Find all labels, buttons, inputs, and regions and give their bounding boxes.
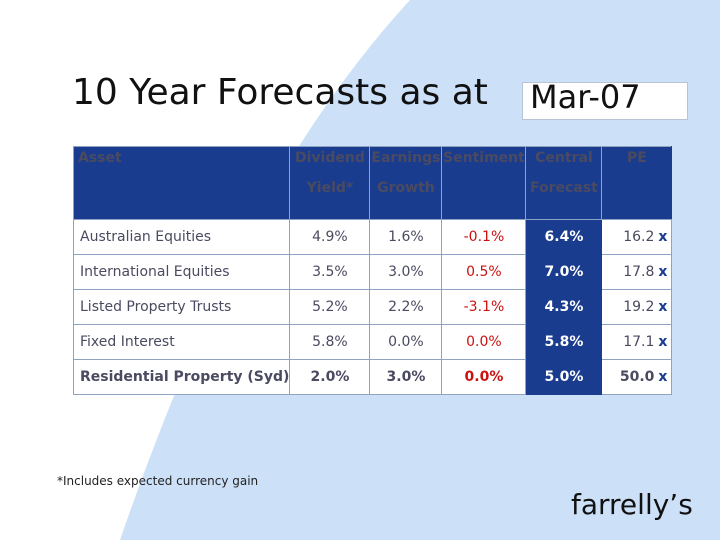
header-asset: Asset [72,146,291,220]
table-row: International Equities 3.5% 3.0% 0.5% 7.… [72,254,673,290]
sentiment-cell: 0.0% [441,359,527,395]
asset-cell: International Equities [72,254,291,290]
title-date: Mar-07 [530,78,641,116]
earnings-cell: 3.0% [369,359,443,395]
central-forecast-cell: 5.0% [525,359,603,395]
pe-cell: 17.1 x [601,324,673,360]
pe-cell: 19.2 x [601,289,673,325]
earnings-cell: 0.0% [369,324,443,360]
sentiment-cell: 0.5% [441,254,527,290]
earnings-cell: 2.2% [369,289,443,325]
table-row: Residential Property (Syd) 2.0% 3.0% 0.0… [72,359,673,395]
table-header-row: Asset Dividend Yield* Earnings Growth Se… [72,146,673,220]
table-row: Australian Equities 4.9% 1.6% -0.1% 6.4%… [72,219,673,255]
brand-logo-text: farrelly’s [571,488,693,521]
dividend-cell: 3.5% [289,254,371,290]
header-pe: PE [601,146,673,220]
sentiment-cell: 0.0% [441,324,527,360]
earnings-cell: 3.0% [369,254,443,290]
central-forecast-cell: 7.0% [525,254,603,290]
sentiment-cell: -3.1% [441,289,527,325]
central-forecast-cell: 6.4% [525,219,603,255]
table-row: Fixed Interest 5.8% 0.0% 0.0% 5.8% 17.1 x [72,324,673,360]
dividend-cell: 2.0% [289,359,371,395]
sentiment-cell: -0.1% [441,219,527,255]
dividend-cell: 5.8% [289,324,371,360]
dividend-cell: 5.2% [289,289,371,325]
asset-cell: Australian Equities [72,219,291,255]
asset-cell: Residential Property (Syd) [72,359,291,395]
table-row: Listed Property Trusts 5.2% 2.2% -3.1% 4… [72,289,673,325]
central-forecast-cell: 4.3% [525,289,603,325]
earnings-cell: 1.6% [369,219,443,255]
asset-cell: Listed Property Trusts [72,289,291,325]
slide-title: 10 Year Forecasts as at [72,72,488,113]
header-dividend-yield: Dividend Yield* [289,146,371,220]
title-date-box [522,82,688,120]
footnote: *Includes expected currency gain [57,474,259,488]
header-sentiment: Sentiment [441,146,527,220]
header-earnings-growth: Earnings Growth [369,146,443,220]
pe-cell: 50.0 x [601,359,673,395]
asset-cell: Fixed Interest [72,324,291,360]
forecast-table: Asset Dividend Yield* Earnings Growth Se… [72,146,673,395]
header-central-forecast: Central Forecast [525,146,603,220]
pe-cell: 16.2 x [601,219,673,255]
central-forecast-cell: 5.8% [525,324,603,360]
pe-cell: 17.8 x [601,254,673,290]
dividend-cell: 4.9% [289,219,371,255]
